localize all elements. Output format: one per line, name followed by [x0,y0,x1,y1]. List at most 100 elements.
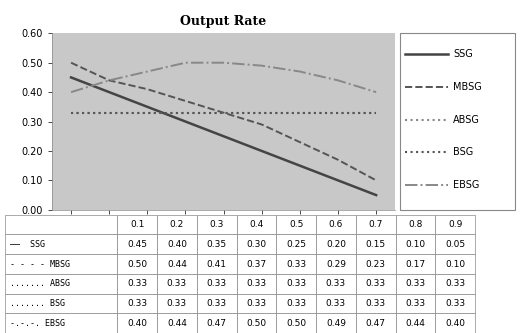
Bar [276,234,316,254]
Text: 0.49: 0.49 [326,319,346,328]
Text: 0.33: 0.33 [286,279,306,288]
Text: 0.3: 0.3 [210,220,224,229]
Text: 0.25: 0.25 [286,240,306,249]
Bar [118,274,157,294]
Bar [356,215,396,234]
Bar [276,313,316,333]
Title: Output Rate: Output Rate [180,15,267,28]
Bar [316,313,356,333]
Text: -.-.-. EBSG: -.-.-. EBSG [10,319,66,328]
Text: 0.40: 0.40 [167,240,187,249]
Bar [118,215,157,234]
Text: BSG: BSG [453,148,473,158]
Bar [316,294,356,313]
Text: 0.44: 0.44 [167,259,187,268]
Bar [356,234,396,254]
Bar [237,215,276,234]
Text: EBSG: EBSG [453,180,479,190]
Text: ....... BSG: ....... BSG [10,299,66,308]
Text: 0.8: 0.8 [408,220,423,229]
Text: 0.33: 0.33 [206,299,227,308]
Text: 0.33: 0.33 [246,299,266,308]
Bar [118,234,157,254]
Bar [316,234,356,254]
Bar [118,294,157,313]
Bar [5,215,118,234]
Text: 0.33: 0.33 [366,279,386,288]
Text: 0.9: 0.9 [448,220,462,229]
Bar [396,274,435,294]
Text: 0.1: 0.1 [130,220,145,229]
Bar [157,234,197,254]
Text: 0.45: 0.45 [127,240,147,249]
Text: 0.33: 0.33 [127,279,147,288]
Bar [118,313,157,333]
Bar [276,215,316,234]
Text: 0.41: 0.41 [206,259,227,268]
Text: 0.47: 0.47 [366,319,386,328]
Bar [197,234,237,254]
Bar [276,274,316,294]
Text: 0.47: 0.47 [206,319,227,328]
Text: 0.7: 0.7 [369,220,383,229]
Bar [118,254,157,274]
Text: MBSG: MBSG [453,82,482,92]
Bar [5,274,118,294]
Text: 0.6: 0.6 [329,220,343,229]
Text: 0.23: 0.23 [366,259,386,268]
Bar [396,313,435,333]
Text: 0.20: 0.20 [326,240,346,249]
Text: 0.33: 0.33 [406,299,425,308]
Text: 0.33: 0.33 [167,279,187,288]
Text: 0.4: 0.4 [249,220,264,229]
Text: 0.33: 0.33 [366,299,386,308]
Bar [197,274,237,294]
Bar [197,215,237,234]
Bar [157,294,197,313]
Bar [157,274,197,294]
Bar [237,313,276,333]
Bar [5,234,118,254]
Bar [435,274,475,294]
Bar [157,254,197,274]
Text: 0.33: 0.33 [326,299,346,308]
Text: 0.33: 0.33 [445,279,465,288]
Bar [237,234,276,254]
Bar [316,215,356,234]
Text: 0.33: 0.33 [286,259,306,268]
Text: 0.35: 0.35 [206,240,227,249]
Bar [356,294,396,313]
Text: 0.33: 0.33 [167,299,187,308]
Bar [435,234,475,254]
Text: 0.44: 0.44 [406,319,425,328]
Text: 0.05: 0.05 [445,240,465,249]
Text: 0.33: 0.33 [406,279,425,288]
Text: - - - - MBSG: - - - - MBSG [10,259,70,268]
Bar [356,254,396,274]
Text: 0.33: 0.33 [206,279,227,288]
Bar [396,234,435,254]
Text: 0.37: 0.37 [246,259,266,268]
Text: ....... ABSG: ....... ABSG [10,279,70,288]
Text: SSG: SSG [453,50,473,60]
Bar [356,313,396,333]
Bar [237,274,276,294]
Text: 0.10: 0.10 [406,240,425,249]
Bar [435,254,475,274]
Bar [276,254,316,274]
Text: 0.44: 0.44 [167,319,187,328]
Bar [237,254,276,274]
Bar [157,215,197,234]
Text: 0.10: 0.10 [445,259,465,268]
Bar [157,313,197,333]
Bar [197,254,237,274]
Text: 0.17: 0.17 [406,259,425,268]
Text: 0.40: 0.40 [445,319,465,328]
Text: 0.33: 0.33 [246,279,266,288]
Text: 0.29: 0.29 [326,259,346,268]
Bar [316,254,356,274]
Text: 0.50: 0.50 [246,319,266,328]
Text: 0.40: 0.40 [127,319,147,328]
Text: ABSG: ABSG [453,115,480,125]
Bar [5,313,118,333]
